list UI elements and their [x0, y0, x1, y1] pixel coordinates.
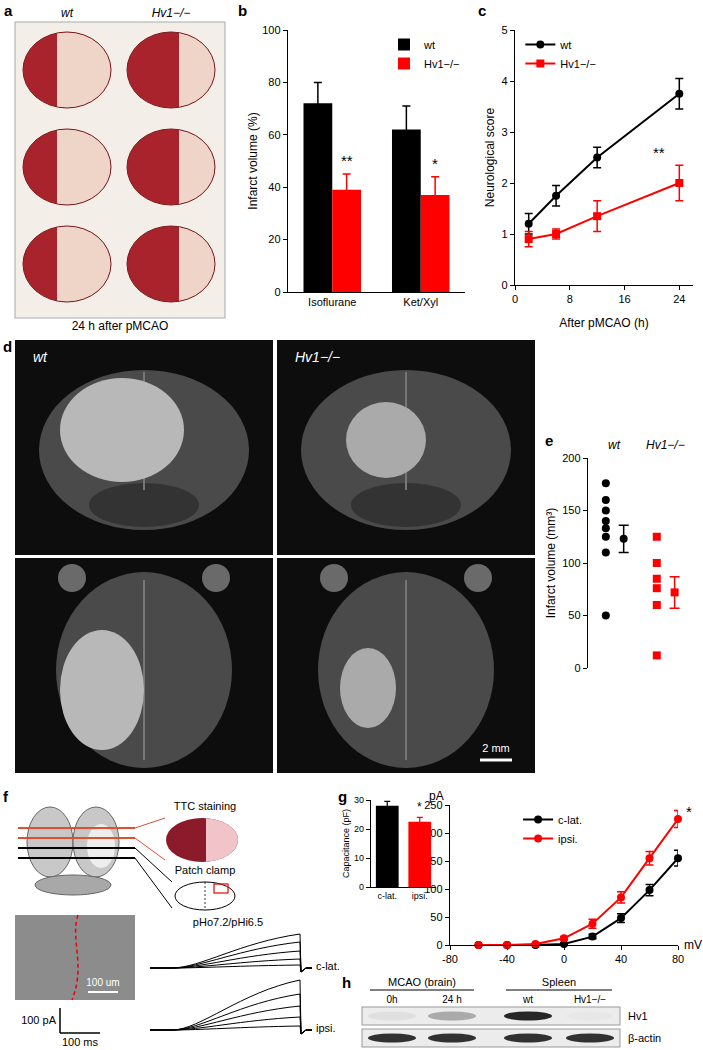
svg-text:0: 0	[359, 882, 364, 892]
svg-text:*: *	[432, 155, 438, 172]
svg-text:Infarct volume (mm³): Infarct volume (mm³)	[544, 508, 558, 619]
svg-text:Hv1−/−: Hv1−/−	[574, 994, 606, 1005]
svg-text:80: 80	[268, 76, 280, 88]
svg-text:Neurological score: Neurological score	[483, 107, 497, 207]
svg-text:e: e	[545, 432, 553, 449]
svg-text:wt: wt	[608, 438, 621, 452]
svg-text:ipsi.: ipsi.	[316, 1022, 336, 1034]
svg-text:*: *	[417, 800, 422, 814]
svg-text:wt: wt	[559, 39, 571, 51]
svg-text:-80: -80	[442, 953, 458, 965]
svg-text:2: 2	[501, 177, 507, 189]
svg-text:c-lat.: c-lat.	[316, 960, 340, 972]
svg-text:d: d	[3, 338, 12, 355]
svg-text:3: 3	[501, 126, 507, 138]
svg-text:Ket/Xyl: Ket/Xyl	[403, 296, 438, 308]
svg-text:0: 0	[561, 953, 567, 965]
svg-text:wt: wt	[33, 349, 48, 365]
svg-text:0: 0	[436, 939, 442, 951]
svg-text:10: 10	[354, 853, 364, 863]
svg-text:250: 250	[424, 799, 442, 811]
svg-text:Hv1: Hv1	[628, 1010, 648, 1022]
svg-text:0: 0	[501, 279, 507, 291]
svg-text:wt: wt	[423, 39, 435, 51]
svg-text:Capacitance (pF): Capacitance (pF)	[341, 809, 351, 878]
svg-text:4: 4	[501, 75, 507, 87]
svg-text:100: 100	[424, 883, 442, 895]
svg-text:After pMCAO (h): After pMCAO (h)	[559, 316, 648, 330]
svg-text:50: 50	[430, 911, 442, 923]
svg-text:200: 200	[562, 452, 580, 464]
svg-text:c-lat.: c-lat.	[377, 891, 397, 901]
svg-text:20: 20	[268, 233, 280, 245]
svg-text:*: *	[686, 803, 692, 820]
svg-text:80: 80	[672, 953, 684, 965]
svg-text:g: g	[338, 788, 347, 805]
svg-text:16: 16	[618, 293, 630, 305]
svg-text:0: 0	[574, 662, 580, 674]
svg-text:Hv1−/−: Hv1−/−	[560, 58, 595, 70]
svg-text:c-lat.: c-lat.	[558, 814, 582, 826]
svg-text:100 um: 100 um	[86, 977, 119, 988]
svg-text:40: 40	[615, 953, 627, 965]
svg-text:f: f	[3, 788, 9, 805]
svg-text:20: 20	[354, 824, 364, 834]
svg-text:b: b	[238, 2, 247, 19]
svg-text:200: 200	[424, 827, 442, 839]
svg-text:150: 150	[424, 855, 442, 867]
svg-text:wt: wt	[61, 6, 74, 20]
svg-text:**: **	[653, 144, 665, 161]
svg-text:0h: 0h	[386, 994, 397, 1005]
svg-text:Isoflurane: Isoflurane	[308, 296, 356, 308]
svg-text:wt: wt	[522, 994, 533, 1005]
svg-text:0: 0	[274, 286, 280, 298]
svg-text:c: c	[478, 2, 486, 19]
svg-text:24 h after pMCAO: 24 h after pMCAO	[72, 319, 169, 333]
svg-text:mV: mV	[684, 938, 702, 952]
svg-text:60: 60	[268, 129, 280, 141]
svg-text:24 h: 24 h	[442, 994, 461, 1005]
svg-text:24: 24	[673, 293, 685, 305]
svg-text:Patch clamp: Patch clamp	[175, 864, 236, 876]
svg-text:β-actin: β-actin	[628, 1032, 661, 1044]
svg-text:ipsi.: ipsi.	[558, 833, 578, 845]
svg-text:100: 100	[562, 557, 580, 569]
svg-text:pA: pA	[429, 790, 444, 803]
svg-text:100 ms: 100 ms	[62, 1036, 99, 1048]
svg-text:ipsi.: ipsi.	[412, 891, 428, 901]
svg-text:Spleen: Spleen	[542, 976, 576, 988]
svg-text:100 pA: 100 pA	[21, 1014, 57, 1026]
svg-text:40: 40	[268, 181, 280, 193]
svg-text:Infarct volume (%): Infarct volume (%)	[246, 112, 260, 209]
svg-text:MCAO (brain): MCAO (brain)	[388, 976, 456, 988]
svg-text:8: 8	[567, 293, 573, 305]
svg-text:1: 1	[501, 228, 507, 240]
svg-text:2 mm: 2 mm	[482, 742, 510, 754]
svg-text:5: 5	[501, 24, 507, 36]
svg-text:30: 30	[354, 795, 364, 805]
svg-text:Hv1−/−: Hv1−/−	[424, 58, 459, 70]
svg-text:a: a	[4, 2, 13, 19]
svg-text:-40: -40	[499, 953, 515, 965]
svg-text:50: 50	[568, 609, 580, 621]
svg-text:100: 100	[262, 24, 280, 36]
svg-text:0: 0	[512, 293, 518, 305]
svg-text:pHo7.2/pHi6.5: pHo7.2/pHi6.5	[193, 916, 263, 928]
svg-text:TTC staining: TTC staining	[174, 800, 236, 812]
svg-text:Hv1−/−: Hv1−/−	[295, 349, 340, 365]
svg-text:Hv1−/−: Hv1−/−	[646, 438, 685, 452]
svg-text:h: h	[342, 974, 351, 991]
svg-text:Hv1−/−: Hv1−/−	[152, 6, 191, 20]
svg-text:**: **	[341, 152, 353, 169]
svg-text:150: 150	[562, 504, 580, 516]
